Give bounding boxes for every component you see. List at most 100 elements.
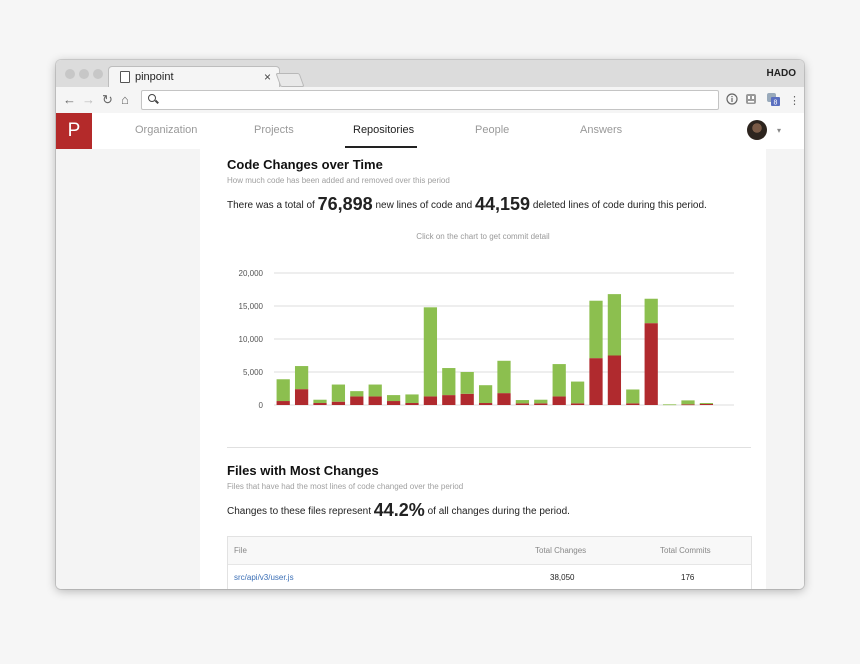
file-link[interactable]: src/api/v3/user.js	[234, 573, 294, 582]
summary-mid: new lines of code and	[375, 200, 473, 211]
added-lines-bar[interactable]	[478, 385, 493, 404]
nav-item-repositories[interactable]: Repositories	[353, 124, 415, 136]
added-lines-bar[interactable]	[386, 395, 401, 402]
deleted-lines-bar[interactable]	[276, 401, 290, 405]
added-lines-bar[interactable]	[589, 300, 603, 359]
nav-item-answers[interactable]: Answers	[580, 124, 623, 136]
column-header-file[interactable]: File	[234, 546, 247, 555]
added-lines-bar[interactable]	[405, 394, 419, 404]
added-lines-bar[interactable]	[368, 384, 382, 397]
added-lines-bar[interactable]	[662, 404, 677, 406]
deleted-lines-bar[interactable]	[699, 404, 714, 405]
code-changes-summary: There was a total of 76,898 new lines of…	[227, 194, 707, 215]
deleted-lines-bar[interactable]	[552, 396, 566, 405]
minimize-window-dot[interactable]	[79, 69, 89, 79]
added-lines-bar[interactable]	[313, 399, 327, 404]
app-navbar: P Organization Projects Repositories Peo…	[56, 113, 804, 150]
added-lines-bar[interactable]	[276, 379, 290, 402]
deleted-lines-bar[interactable]	[460, 393, 474, 405]
close-window-dot[interactable]	[65, 69, 75, 79]
deleted-lines-bar[interactable]	[442, 395, 456, 405]
deleted-lines-bar[interactable]	[589, 358, 603, 405]
added-lines-bar[interactable]	[534, 399, 548, 404]
added-lines-bar[interactable]	[681, 400, 695, 405]
back-icon[interactable]: ←	[63, 92, 76, 107]
nav-item-people[interactable]: People	[475, 124, 510, 136]
column-header-total-commits[interactable]: Total Commits	[660, 546, 711, 555]
table-header: File Total Changes Total Commits	[228, 537, 751, 565]
files-title: Files with Most Changes	[227, 463, 379, 478]
added-lines-bar[interactable]	[331, 384, 346, 402]
tab-title: pinpoint	[135, 71, 174, 83]
extension-icon[interactable]	[745, 93, 757, 105]
added-lines-bar[interactable]	[552, 364, 566, 397]
column-header-total-changes[interactable]: Total Changes	[535, 546, 587, 555]
app-logo[interactable]: P	[56, 113, 92, 149]
added-lines-bar[interactable]	[626, 389, 640, 404]
total-commits-cell: 176	[681, 573, 695, 582]
code-changes-title: Code Changes over Time	[227, 157, 383, 172]
nav-item-organization[interactable]: Organization	[135, 124, 198, 136]
close-tab-icon[interactable]: ×	[263, 70, 271, 84]
deleted-lines-bar[interactable]	[313, 403, 327, 405]
deleted-lines-bar[interactable]	[423, 396, 438, 405]
extension-badge-icon[interactable]: 8	[766, 92, 780, 106]
deleted-lines-bar[interactable]	[368, 396, 382, 405]
deleted-lines-bar[interactable]	[607, 355, 622, 406]
deleted-lines-bar[interactable]	[644, 323, 658, 405]
y-tick-label: 0	[259, 401, 264, 410]
added-lines-bar[interactable]	[607, 294, 622, 356]
home-icon[interactable]: ⌂	[121, 92, 129, 107]
deleted-lines-bar[interactable]	[478, 403, 493, 405]
files-table: File Total Changes Total Commits src/api…	[227, 536, 752, 589]
files-summary-prefix: Changes to these files represent	[227, 506, 371, 517]
user-avatar[interactable]	[747, 120, 767, 140]
summary-prefix: There was a total of	[227, 200, 315, 211]
repository-report-card: Code Changes over Time How much code has…	[200, 149, 766, 589]
chart-hint: Click on the chart to get commit detail	[416, 232, 550, 241]
forward-icon[interactable]: →	[82, 92, 95, 107]
deleted-lines-bar[interactable]	[681, 404, 695, 406]
reload-icon[interactable]: ↻	[102, 92, 113, 107]
added-lines-count: 76,898	[317, 194, 373, 214]
new-tab-button[interactable]	[275, 73, 305, 87]
added-lines-bar[interactable]	[515, 400, 530, 404]
deleted-lines-bar[interactable]	[405, 403, 419, 405]
profile-name[interactable]: HADO	[766, 68, 796, 79]
browser-tab[interactable]: pinpoint ×	[108, 66, 280, 88]
search-icon	[148, 94, 156, 102]
deleted-lines-bar[interactable]	[497, 393, 511, 405]
added-lines-bar[interactable]	[423, 307, 438, 397]
extension-badge-count: 8	[774, 100, 778, 107]
added-lines-bar[interactable]	[460, 372, 474, 394]
deleted-lines-bar[interactable]	[350, 396, 364, 405]
added-lines-bar[interactable]	[570, 381, 585, 404]
deleted-lines-bar[interactable]	[534, 403, 548, 405]
nav-item-projects[interactable]: Projects	[254, 124, 294, 136]
browser-window: pinpoint × HADO ← → ↻ ⌂ 8 ⋮ P Organizati…	[56, 60, 804, 589]
added-lines-bar[interactable]	[350, 391, 364, 397]
deleted-lines-bar[interactable]	[386, 401, 401, 405]
added-lines-bar[interactable]	[644, 298, 658, 324]
page-icon	[120, 71, 130, 83]
added-lines-bar[interactable]	[699, 403, 714, 405]
main-content: Code Changes over Time How much code has…	[56, 149, 804, 589]
added-lines-bar[interactable]	[497, 360, 511, 394]
active-nav-indicator	[345, 146, 417, 148]
deleted-lines-bar[interactable]	[294, 389, 309, 405]
deleted-lines-bar[interactable]	[331, 401, 346, 405]
chevron-down-icon[interactable]: ▾	[777, 126, 782, 135]
deleted-lines-bar[interactable]	[570, 403, 585, 405]
info-icon[interactable]	[726, 93, 738, 105]
deleted-lines-count: 44,159	[474, 194, 531, 214]
code-changes-chart[interactable]: 0 5,000 10,000 15,000 20,000	[216, 259, 746, 419]
deleted-lines-bar[interactable]	[515, 403, 530, 405]
added-lines-bar[interactable]	[442, 368, 456, 396]
address-bar[interactable]	[141, 90, 719, 110]
files-summary-suffix: of all changes during the period.	[427, 506, 570, 517]
added-lines-bar[interactable]	[294, 366, 309, 390]
maximize-window-dot[interactable]	[93, 69, 103, 79]
deleted-lines-bar[interactable]	[626, 403, 640, 405]
menu-icon[interactable]: ⋮	[789, 95, 800, 107]
files-subtitle: Files that have had the most lines of co…	[227, 482, 464, 491]
